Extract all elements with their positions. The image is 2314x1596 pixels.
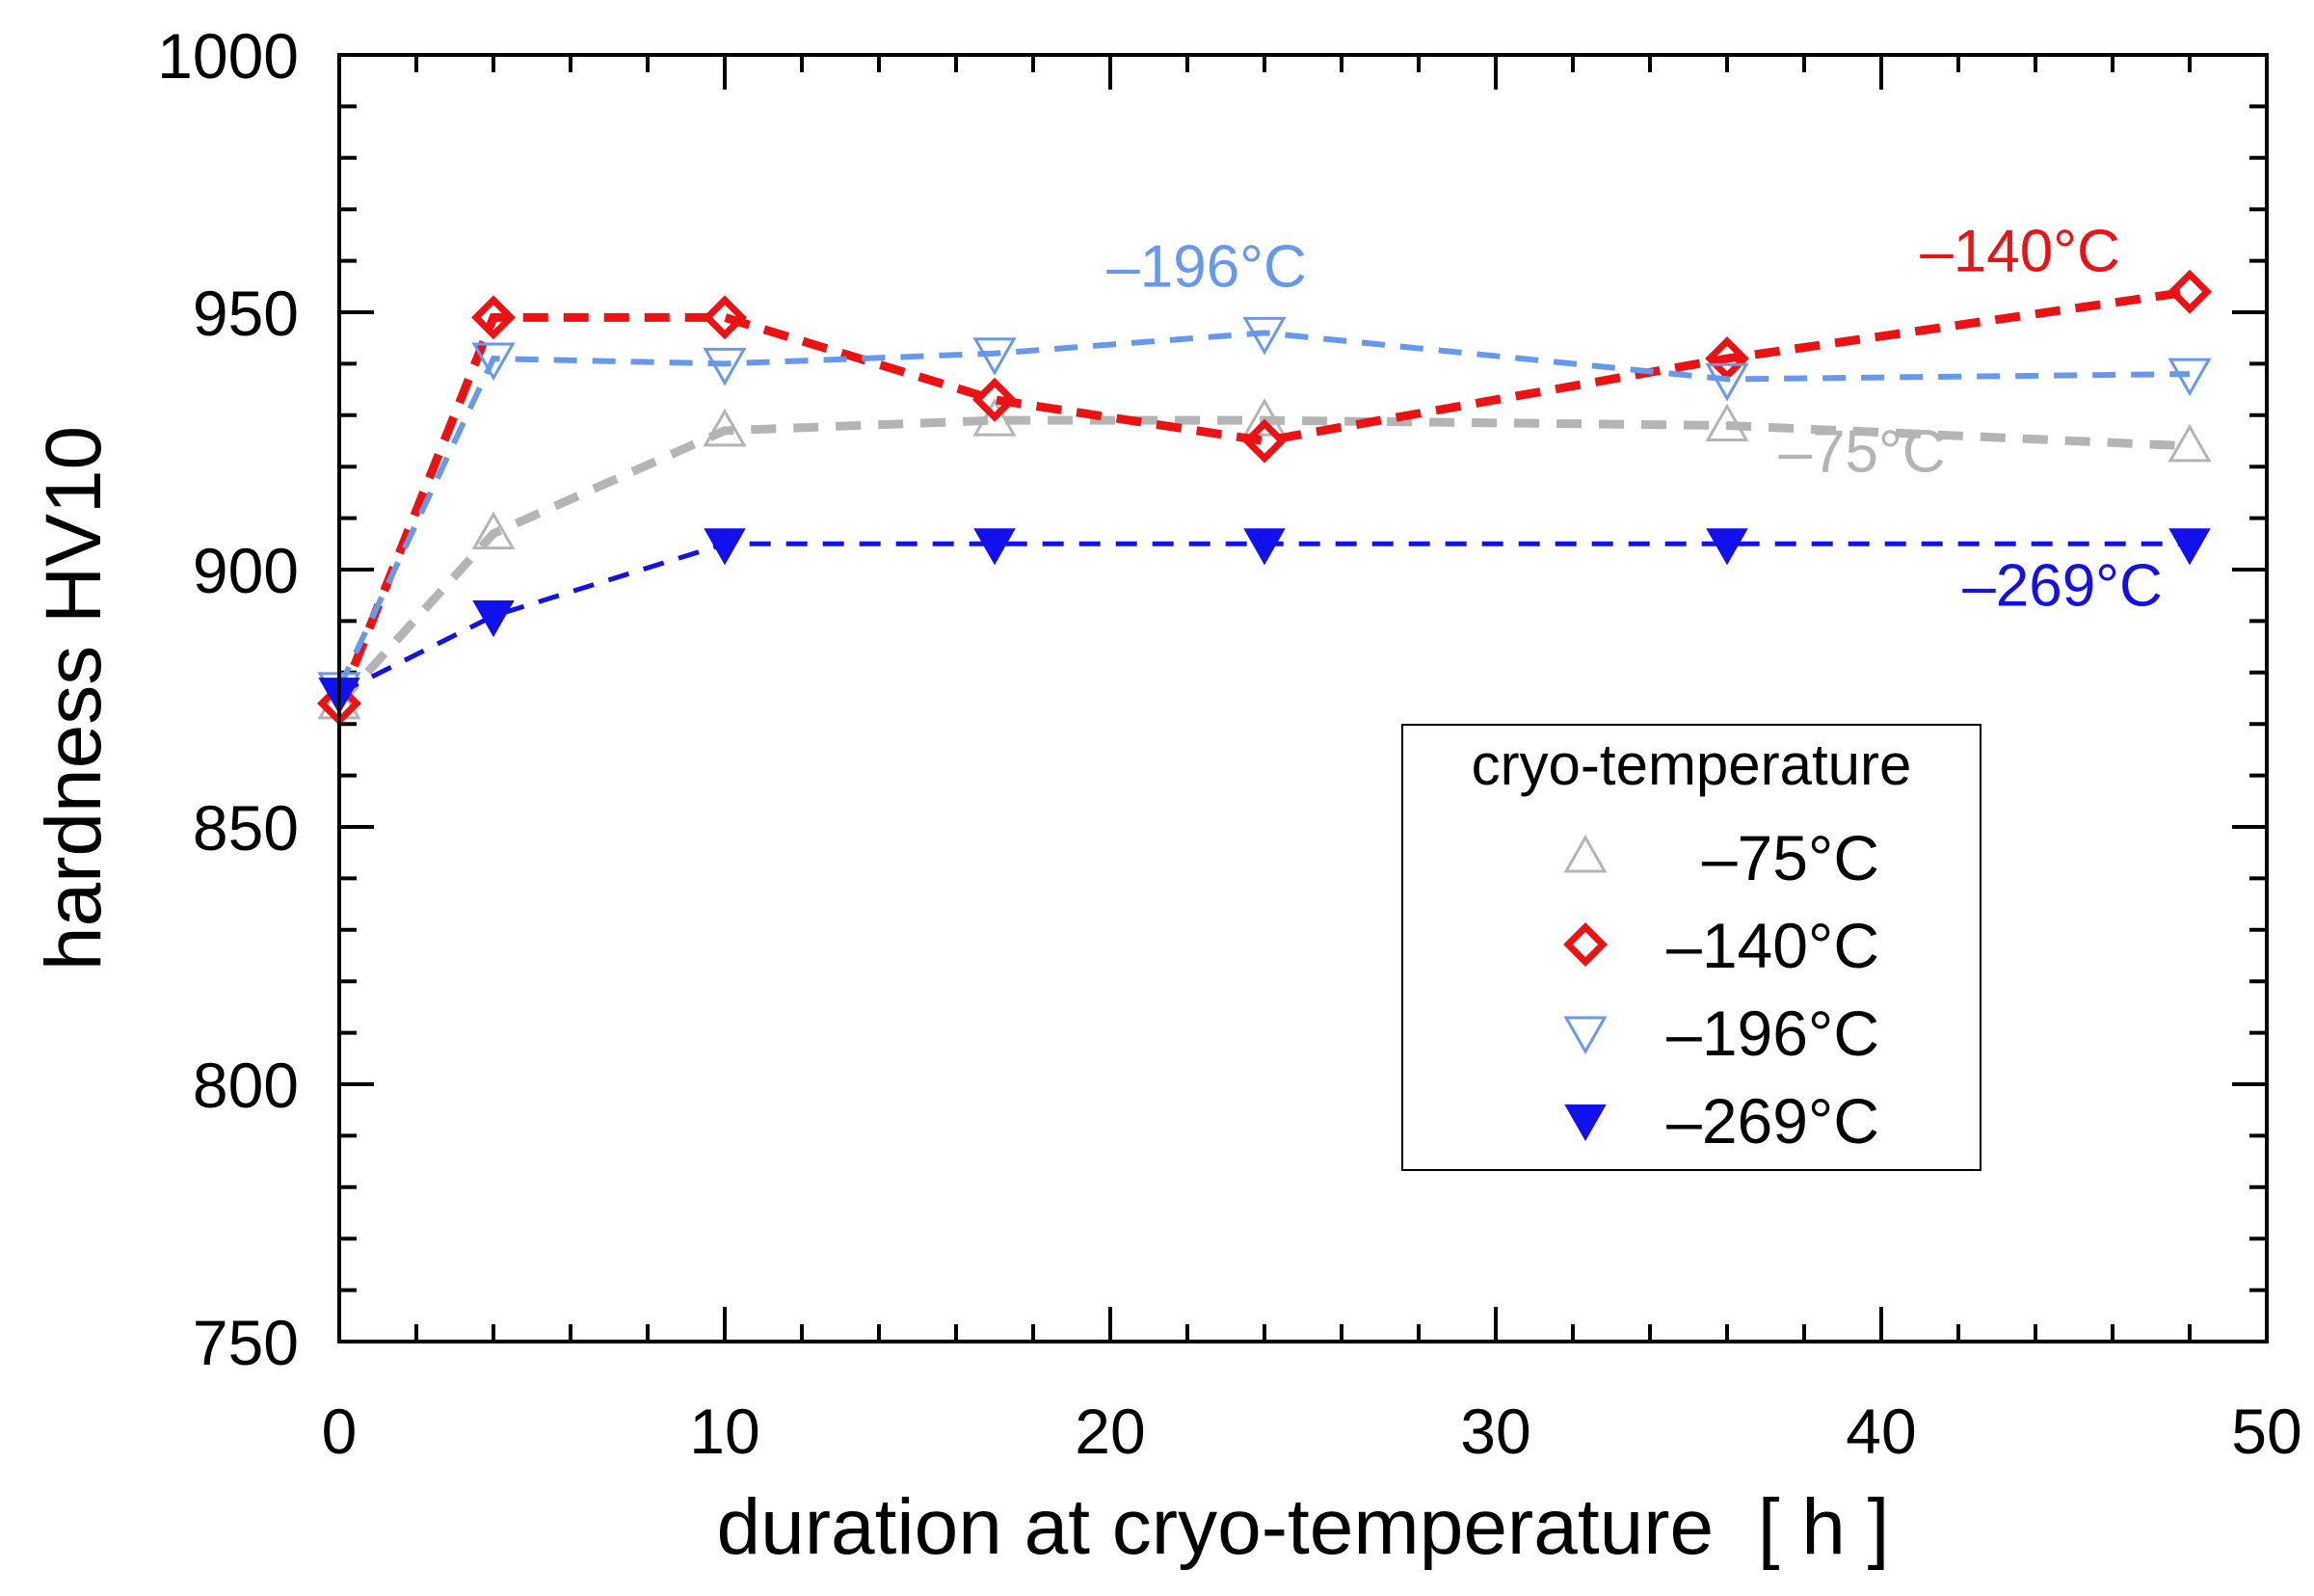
legend-marker <box>1563 1016 1608 1055</box>
series-2 <box>317 316 2212 710</box>
series-annotations: –196°C –140°C –75°C –269°C <box>1106 218 2163 619</box>
y-tick-label: 850 <box>193 792 299 864</box>
annotation-label: –140°C <box>1920 218 2120 284</box>
data-point <box>1705 336 1749 382</box>
tick-labels: 0 10 20 30 40 50 750 800 850 900 950 1000 <box>157 20 2302 1467</box>
legend-label: –269°C <box>1666 1085 1879 1157</box>
data-point <box>704 528 746 566</box>
legend-label: –140°C <box>1666 910 1879 981</box>
legend-marker <box>1563 834 1608 873</box>
series-3 <box>318 528 2211 715</box>
data-point <box>973 528 1016 566</box>
y-tick-label: 900 <box>193 535 299 606</box>
data-point <box>1706 528 1748 566</box>
data-point <box>1242 398 1287 437</box>
data-point <box>1705 362 1749 402</box>
x-tick-label: 0 <box>322 1396 358 1467</box>
data-point <box>472 600 515 638</box>
plot-frame <box>337 53 2269 1343</box>
legend-label: –196°C <box>1666 998 1879 1069</box>
data-point <box>2168 423 2212 463</box>
y-tick-label: 800 <box>193 1050 299 1121</box>
data-point <box>703 347 747 386</box>
legend-label: –75°C <box>1702 822 1879 893</box>
data-point <box>471 342 516 382</box>
y-tick-label: 750 <box>193 1307 299 1378</box>
data-point <box>972 377 1017 422</box>
annotation-label: –75°C <box>1778 419 1945 486</box>
data-point <box>471 511 516 550</box>
legend-title: cryo-temperature <box>1472 732 1912 797</box>
annotation-label: –269°C <box>1962 552 2163 619</box>
data-point <box>1243 528 1286 566</box>
data-point <box>703 295 747 340</box>
data-point <box>972 337 1017 376</box>
x-tick-label: 40 <box>1846 1396 1916 1467</box>
series-layer <box>317 269 2212 726</box>
series-1 <box>317 269 2212 726</box>
x-axis-label: duration at cryo-temperature [ h ] <box>717 1483 1890 1571</box>
series-line <box>336 330 2191 690</box>
y-tick-label: 1000 <box>157 20 299 92</box>
series-line <box>335 415 2191 706</box>
legend: cryo-temperature –75°C –140°C –196°C –269°C <box>1401 724 1982 1171</box>
series-line <box>337 541 2190 696</box>
data-point <box>972 398 1017 437</box>
data-point <box>2168 528 2211 566</box>
y-tick-label: 950 <box>193 278 299 349</box>
data-point <box>2168 269 2212 314</box>
data-point <box>471 295 516 340</box>
data-point <box>1242 418 1287 464</box>
data-point <box>1242 316 1287 356</box>
x-tick-label: 10 <box>689 1396 759 1467</box>
y-axis-label: hardness HV10 <box>30 426 118 971</box>
x-tick-label: 30 <box>1460 1396 1530 1467</box>
data-point <box>703 408 747 447</box>
x-tick-label: 20 <box>1075 1396 1145 1467</box>
x-tick-label: 50 <box>2231 1396 2301 1467</box>
legend-box <box>1401 724 1982 1171</box>
data-point <box>2168 358 2212 397</box>
series-0 <box>317 398 2212 720</box>
series-line <box>334 287 2191 705</box>
legend-marker <box>1564 1104 1607 1142</box>
legend-marker <box>1563 922 1608 967</box>
annotation-label: –196°C <box>1106 233 1307 300</box>
data-point <box>1705 403 1749 441</box>
